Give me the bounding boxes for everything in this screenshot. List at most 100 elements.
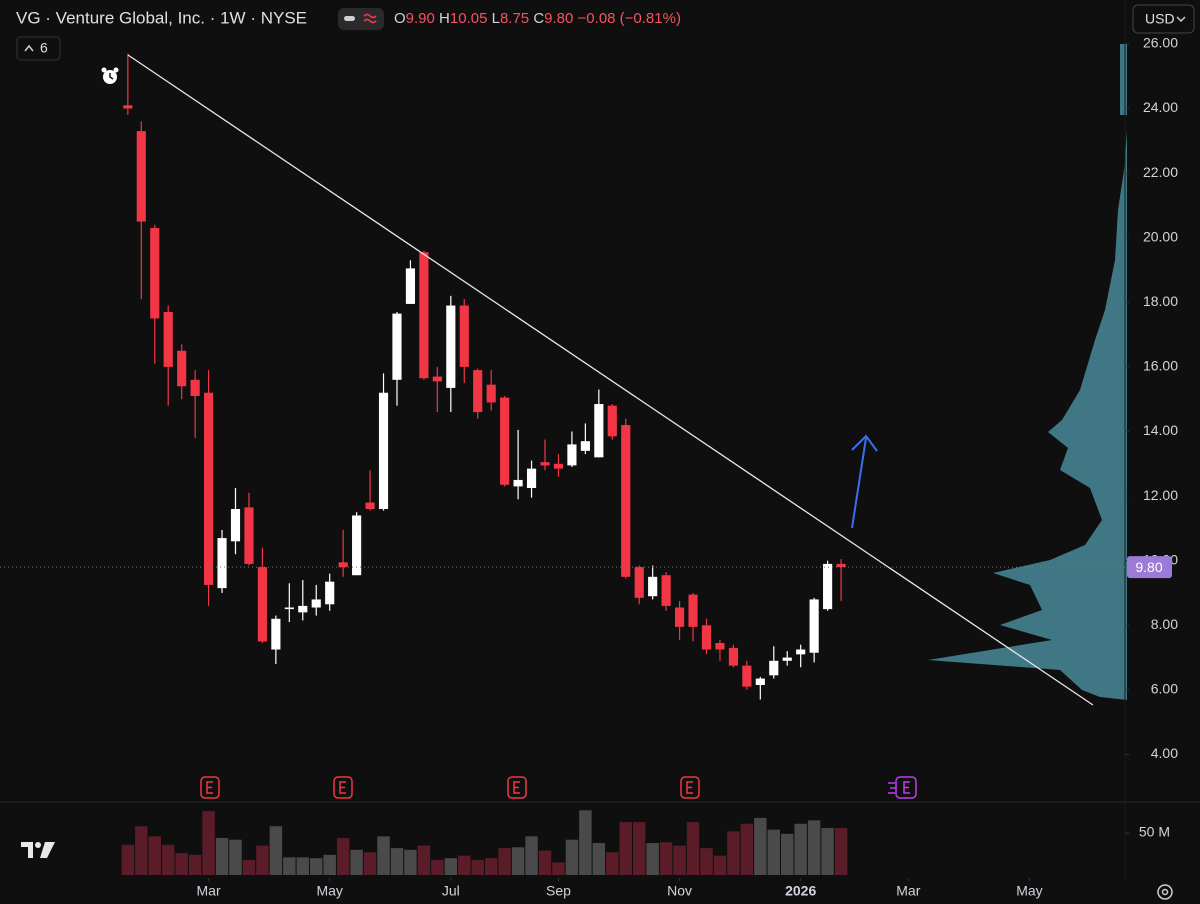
candle-body	[648, 576, 658, 597]
volume-bar	[821, 827, 834, 875]
candle-body	[567, 444, 577, 466]
x-tick-label: Mar	[896, 883, 920, 899]
y-tick-label: 6.00	[1151, 681, 1178, 697]
candle-body	[244, 507, 254, 564]
indicators-toggle[interactable]: 6	[16, 36, 61, 61]
candle-body	[715, 643, 725, 650]
volume-bar	[310, 858, 323, 875]
candle-body	[257, 567, 267, 642]
y-tick-label: 22.00	[1143, 164, 1178, 180]
candle-body	[136, 131, 146, 222]
alarm-icon	[101, 67, 119, 84]
candle-body	[728, 647, 738, 666]
volume-bar	[511, 847, 525, 875]
candle-body	[473, 370, 483, 413]
volume-bar	[390, 848, 404, 875]
earnings-markers	[200, 776, 917, 799]
volume-bar	[121, 844, 135, 875]
volume-bar	[269, 826, 283, 875]
open-value: 9.90	[406, 10, 435, 27]
x-tick-label: May	[1016, 883, 1042, 899]
candle-body	[177, 350, 187, 387]
candle-body	[782, 657, 792, 661]
currency-button[interactable]: USD	[1132, 4, 1195, 34]
candle-body	[580, 441, 590, 451]
volume-bar	[713, 855, 727, 875]
candle-body	[500, 397, 510, 485]
arrow	[851, 434, 878, 529]
candle-body	[204, 392, 214, 585]
volume-bar	[336, 838, 350, 875]
candle-body	[796, 649, 806, 655]
candle-body	[513, 479, 523, 487]
y-tick-label: 18.00	[1143, 293, 1178, 309]
volume-bar	[242, 859, 256, 875]
volume-bar	[202, 811, 215, 875]
volume-bar	[296, 857, 310, 875]
candle-body	[621, 425, 631, 577]
candle-body	[338, 562, 348, 568]
logo	[21, 842, 55, 858]
volume-bar	[444, 858, 458, 875]
status-pill	[338, 8, 384, 30]
candle-body	[459, 305, 469, 367]
y-tick-label: 14.00	[1143, 422, 1178, 438]
volume-bar	[471, 859, 484, 875]
y-tick-label: 16.00	[1143, 358, 1178, 374]
candle-body	[190, 379, 200, 396]
currency-label[interactable]: USD	[1145, 11, 1175, 27]
x-tick-label: May	[316, 883, 342, 899]
earnings-marker-upcoming	[888, 776, 917, 799]
y-tick-label: 20.00	[1143, 228, 1178, 244]
candle-body	[311, 599, 321, 608]
candle-body	[446, 305, 456, 388]
volume-bar	[646, 843, 659, 875]
earnings-marker	[200, 776, 220, 799]
indicators-count[interactable]: 6	[40, 40, 48, 56]
candle-body	[836, 563, 846, 568]
volume-bar	[538, 850, 552, 875]
volume-bar	[700, 848, 713, 875]
last-price-box	[1127, 556, 1172, 579]
volume-bar	[377, 836, 390, 875]
candle-body	[526, 468, 537, 489]
symbol-title: VG · Venture Global, Inc. · 1W · NYSE	[16, 8, 307, 27]
y-tick-label: 8.00	[1151, 616, 1178, 632]
volume-bar	[807, 820, 821, 875]
open-label: O	[394, 10, 406, 27]
settings-icon[interactable]	[1157, 884, 1173, 900]
volume-bar	[417, 845, 431, 875]
candle-body	[352, 515, 362, 576]
candle-body	[688, 594, 698, 627]
candle-body	[123, 105, 133, 109]
trendline	[127, 54, 1094, 706]
candle-body	[378, 392, 389, 510]
candle-body	[675, 607, 685, 627]
high-value: 10.05	[450, 10, 488, 27]
volume-bar	[498, 848, 511, 875]
volume-bar	[175, 853, 188, 875]
candle-body	[661, 575, 671, 606]
volume-bar	[188, 854, 202, 875]
volume-bar	[579, 810, 592, 875]
volume-bar	[632, 822, 646, 875]
volume-bar	[740, 823, 754, 875]
candle-body	[594, 404, 604, 458]
volume-bar	[283, 857, 296, 875]
earnings-marker	[333, 776, 353, 799]
candle-body	[419, 252, 429, 379]
volume-bar	[161, 844, 175, 875]
candle-body	[486, 384, 496, 403]
volume-bar	[754, 817, 767, 875]
low-label: L	[492, 10, 500, 27]
candle-body	[634, 567, 644, 598]
x-tick-label: Jul	[442, 883, 460, 899]
volume-bar	[135, 826, 148, 875]
candle-body	[163, 311, 173, 367]
last-price-label: 9.80	[1135, 559, 1162, 575]
candle-body	[540, 462, 550, 466]
volume-bar	[458, 855, 471, 875]
candle-body	[298, 605, 308, 613]
